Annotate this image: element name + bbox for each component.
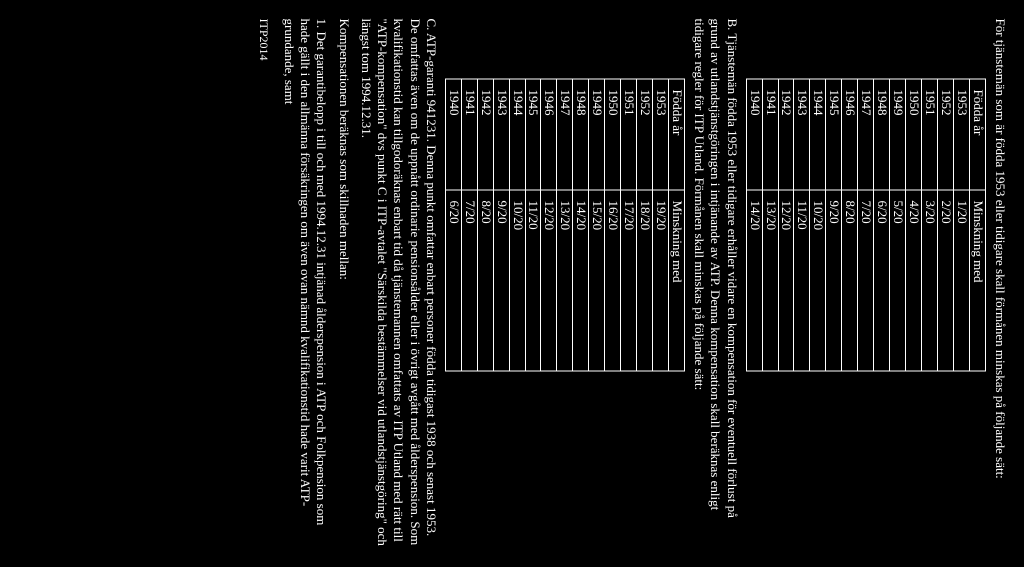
table-cell: 1951 — [922, 79, 938, 190]
table-row: 19428/20 — [477, 79, 493, 371]
table-row: 194410/20 — [810, 79, 826, 371]
document-page: För tjänstemän som är födda 1953 eller t… — [0, 0, 1024, 567]
table-cell: 6/20 — [445, 190, 461, 371]
table-cell: 6/20 — [874, 190, 890, 371]
col-reduction: Minskning med — [669, 190, 685, 371]
table-cell: 2/20 — [937, 190, 953, 371]
table-cell: 18/20 — [637, 190, 653, 371]
table-row: 19504/20 — [906, 79, 922, 371]
table-cell: 1947 — [557, 79, 573, 190]
table-cell: 4/20 — [906, 190, 922, 371]
table-cell: 1947 — [858, 79, 874, 190]
table-cell: 11/20 — [794, 190, 810, 371]
table-row: 195117/20 — [621, 79, 637, 371]
komp-line: Kompensationen beräknas som skillnaden m… — [335, 18, 351, 549]
table-row: 194915/20 — [589, 79, 605, 371]
table-cell: 13/20 — [762, 190, 778, 371]
table-cell: 1953 — [953, 79, 969, 190]
table-cell: 15/20 — [589, 190, 605, 371]
section-c-paragraph: C. ATP-garanti 941231. Denna punkt omfat… — [358, 18, 439, 549]
table-cell: 9/20 — [826, 190, 842, 371]
table-cell: 1953 — [653, 79, 669, 190]
table-cell: 1948 — [573, 79, 589, 190]
table-row: 19406/20 — [445, 79, 461, 371]
table-row: 194612/20 — [541, 79, 557, 371]
table-cell: 1942 — [477, 79, 493, 190]
table-cell: 1/20 — [953, 190, 969, 371]
table-row: 19486/20 — [874, 79, 890, 371]
table-cell: 1946 — [842, 79, 858, 190]
table-cell: 1941 — [762, 79, 778, 190]
table-row: 19468/20 — [842, 79, 858, 371]
table-cell: 1944 — [509, 79, 525, 190]
table-cell: 1950 — [906, 79, 922, 190]
table-cell: 1952 — [637, 79, 653, 190]
reduction-table-2: Födda år Minskning med 195319/20195218/2… — [445, 78, 685, 371]
table-row: 19417/20 — [461, 79, 477, 371]
table-cell: 1940 — [746, 79, 762, 190]
table-row: 19495/20 — [890, 79, 906, 371]
table-cell: 14/20 — [746, 190, 762, 371]
table-cell: 1945 — [525, 79, 541, 190]
table-row: 195016/20 — [605, 79, 621, 371]
table-cell: 1941 — [461, 79, 477, 190]
table-row: 194410/20 — [509, 79, 525, 371]
table-row: 194511/20 — [525, 79, 541, 371]
col-reduction: Minskning med — [969, 190, 985, 371]
table-row: 195319/20 — [653, 79, 669, 371]
table-cell: 17/20 — [621, 190, 637, 371]
table-cell: 1950 — [605, 79, 621, 190]
table-cell: 19/20 — [653, 190, 669, 371]
intro-paragraph: För tjänstemän som är födda 1953 eller t… — [992, 18, 1008, 549]
table-cell: 11/20 — [525, 190, 541, 371]
table-cell: 3/20 — [922, 190, 938, 371]
table-cell: 10/20 — [509, 190, 525, 371]
table-cell: 1940 — [445, 79, 461, 190]
table-cell: 5/20 — [890, 190, 906, 371]
table-cell: 1949 — [890, 79, 906, 190]
table-row: 19459/20 — [826, 79, 842, 371]
table-cell: 8/20 — [477, 190, 493, 371]
col-year: Födda år — [969, 79, 985, 190]
table-row: 19477/20 — [858, 79, 874, 371]
reduction-table-1: Födda år Minskning med 19531/2019522/201… — [746, 78, 986, 371]
table-cell: 8/20 — [842, 190, 858, 371]
table-row: 194014/20 — [746, 79, 762, 371]
table-cell: 1951 — [621, 79, 637, 190]
table-cell: 1948 — [874, 79, 890, 190]
table-row: 19531/20 — [953, 79, 969, 371]
table-cell: 10/20 — [810, 190, 826, 371]
table-cell: 7/20 — [858, 190, 874, 371]
table-row: 19513/20 — [922, 79, 938, 371]
table-row: 19522/20 — [937, 79, 953, 371]
table-cell: 14/20 — [573, 190, 589, 371]
table-cell: 7/20 — [461, 190, 477, 371]
table-row: 194311/20 — [794, 79, 810, 371]
table-cell: 1945 — [826, 79, 842, 190]
list-item-1: 1. Det garantibelopp i till och med 1994… — [281, 18, 330, 549]
table-row: 19439/20 — [493, 79, 509, 371]
table-cell: 1949 — [589, 79, 605, 190]
table-cell: 12/20 — [778, 190, 794, 371]
table-cell: 1943 — [493, 79, 509, 190]
footer-code: ITP2014 — [256, 18, 271, 549]
table-cell: 16/20 — [605, 190, 621, 371]
table-header-row: Födda år Minskning med — [969, 79, 985, 371]
table-row: 194814/20 — [573, 79, 589, 371]
table-cell: 9/20 — [493, 190, 509, 371]
table-row: 194212/20 — [778, 79, 794, 371]
table-cell: 1946 — [541, 79, 557, 190]
table-cell: 1942 — [778, 79, 794, 190]
table-cell: 12/20 — [541, 190, 557, 371]
table-row: 195218/20 — [637, 79, 653, 371]
col-year: Födda år — [669, 79, 685, 190]
table-header-row: Födda år Minskning med — [669, 79, 685, 371]
table-row: 194713/20 — [557, 79, 573, 371]
table-cell: 1944 — [810, 79, 826, 190]
table-cell: 1943 — [794, 79, 810, 190]
section-b-paragraph: B. Tjänstemän födda 1953 eller tidigare … — [691, 18, 740, 549]
table-cell: 1952 — [937, 79, 953, 190]
table-row: 194113/20 — [762, 79, 778, 371]
table-cell: 13/20 — [557, 190, 573, 371]
